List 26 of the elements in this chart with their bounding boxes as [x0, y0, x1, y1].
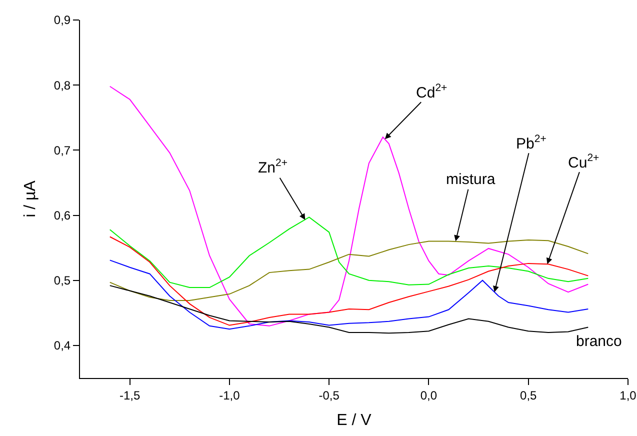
- y-tick-label: 0,7: [54, 143, 71, 158]
- x-tick-label: 0,0: [420, 388, 438, 402]
- line-series: [109, 285, 589, 334]
- line-series: [109, 260, 589, 330]
- y-tick-label: 0,8: [54, 78, 71, 92]
- line-series: [109, 236, 589, 326]
- x-tick-label: -0,5: [318, 388, 340, 402]
- annotation: Cd$^{2+}$: [416, 82, 448, 102]
- y-axis-title: i / µA: [22, 180, 39, 218]
- annotation: Zn$^{2+}$: [258, 157, 288, 176]
- x-tick-label: 0,5: [520, 388, 538, 402]
- y-tick-label: 0,6: [54, 208, 71, 222]
- line-series: [109, 86, 589, 326]
- x-tick-label: -1,0: [219, 388, 240, 402]
- y-tick-label: 0,4: [54, 338, 71, 353]
- annotation: branco: [576, 333, 622, 350]
- annotation: mistura: [446, 171, 496, 188]
- y-tick-label: 0,9: [54, 13, 71, 28]
- x-tick-label: -1,5: [119, 388, 140, 402]
- annotation: Cu$^{2+}$: [568, 152, 600, 172]
- x-axis-title: E / V: [336, 412, 372, 430]
- annotation: Pb$^{2+}$: [516, 133, 546, 152]
- line-series: [109, 240, 589, 302]
- line-series: [109, 216, 589, 288]
- y-tick-label: 0,5: [54, 274, 71, 288]
- x-tick-label: 1,0: [620, 388, 637, 402]
